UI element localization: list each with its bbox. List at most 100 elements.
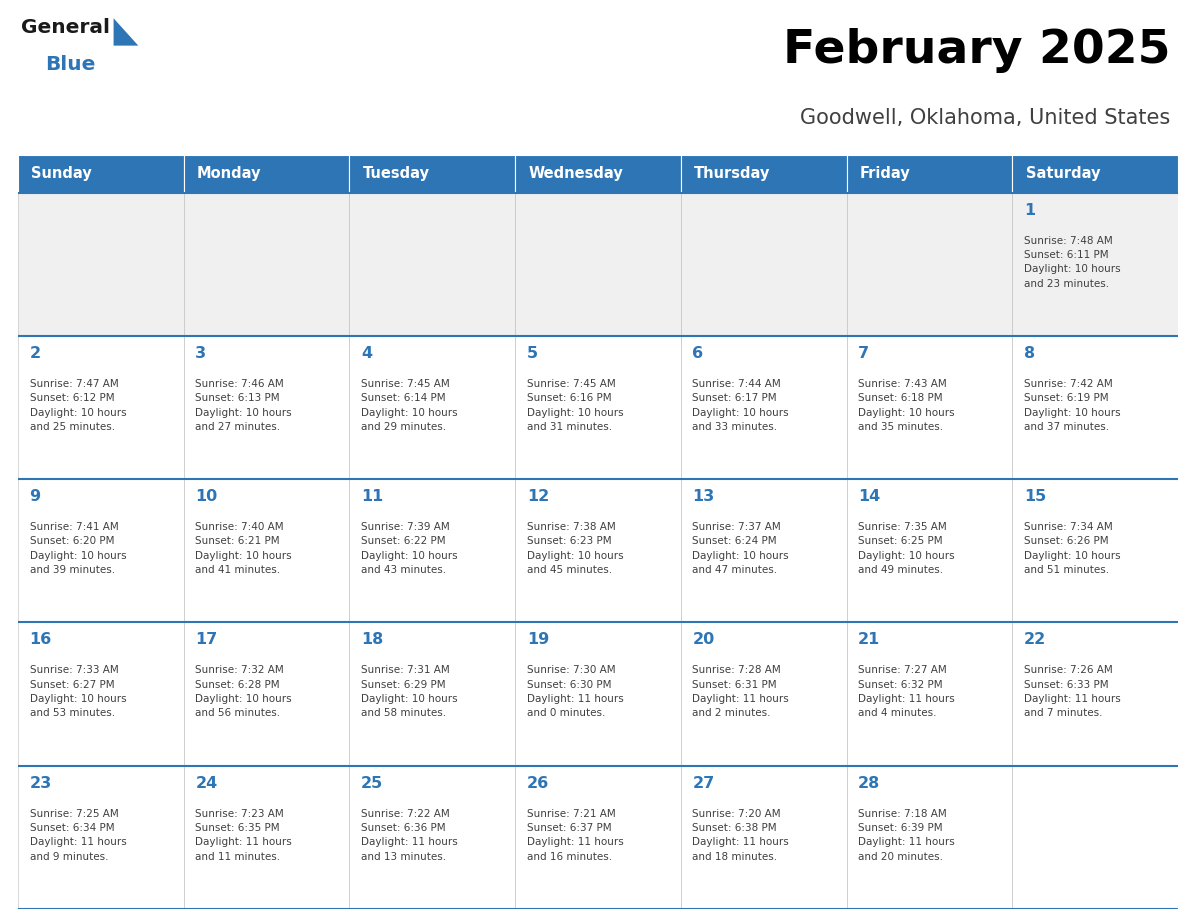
Text: Sunrise: 7:35 AM
Sunset: 6:25 PM
Daylight: 10 hours
and 49 minutes.: Sunrise: 7:35 AM Sunset: 6:25 PM Dayligh… bbox=[858, 522, 955, 576]
Text: 19: 19 bbox=[526, 633, 549, 647]
Bar bbox=[516, 193, 681, 336]
Text: 18: 18 bbox=[361, 633, 384, 647]
Bar bbox=[18, 155, 184, 193]
Bar bbox=[18, 193, 184, 336]
Text: 9: 9 bbox=[30, 489, 40, 504]
Text: Sunrise: 7:22 AM
Sunset: 6:36 PM
Daylight: 11 hours
and 13 minutes.: Sunrise: 7:22 AM Sunset: 6:36 PM Dayligh… bbox=[361, 809, 457, 862]
Bar bbox=[349, 479, 516, 622]
Bar bbox=[349, 155, 516, 193]
Text: Sunrise: 7:25 AM
Sunset: 6:34 PM
Daylight: 11 hours
and 9 minutes.: Sunrise: 7:25 AM Sunset: 6:34 PM Dayligh… bbox=[30, 809, 126, 862]
Bar bbox=[847, 155, 1012, 193]
Bar bbox=[516, 622, 681, 766]
Text: Sunrise: 7:21 AM
Sunset: 6:37 PM
Daylight: 11 hours
and 16 minutes.: Sunrise: 7:21 AM Sunset: 6:37 PM Dayligh… bbox=[526, 809, 624, 862]
Text: Sunrise: 7:18 AM
Sunset: 6:39 PM
Daylight: 11 hours
and 20 minutes.: Sunrise: 7:18 AM Sunset: 6:39 PM Dayligh… bbox=[858, 809, 955, 862]
Bar bbox=[18, 336, 184, 479]
Text: Sunrise: 7:27 AM
Sunset: 6:32 PM
Daylight: 11 hours
and 4 minutes.: Sunrise: 7:27 AM Sunset: 6:32 PM Dayligh… bbox=[858, 666, 955, 719]
Text: Sunrise: 7:42 AM
Sunset: 6:19 PM
Daylight: 10 hours
and 37 minutes.: Sunrise: 7:42 AM Sunset: 6:19 PM Dayligh… bbox=[1024, 379, 1120, 432]
Text: Friday: Friday bbox=[860, 166, 910, 181]
Text: Wednesday: Wednesday bbox=[529, 166, 624, 181]
Text: 3: 3 bbox=[195, 346, 207, 361]
Bar bbox=[1012, 336, 1178, 479]
Text: 25: 25 bbox=[361, 776, 384, 790]
Polygon shape bbox=[114, 18, 138, 46]
Text: Sunrise: 7:23 AM
Sunset: 6:35 PM
Daylight: 11 hours
and 11 minutes.: Sunrise: 7:23 AM Sunset: 6:35 PM Dayligh… bbox=[195, 809, 292, 862]
Text: Sunrise: 7:43 AM
Sunset: 6:18 PM
Daylight: 10 hours
and 35 minutes.: Sunrise: 7:43 AM Sunset: 6:18 PM Dayligh… bbox=[858, 379, 955, 432]
Text: 6: 6 bbox=[693, 346, 703, 361]
Bar bbox=[516, 155, 681, 193]
Text: Saturday: Saturday bbox=[1025, 166, 1100, 181]
Bar bbox=[681, 155, 847, 193]
Text: 26: 26 bbox=[526, 776, 549, 790]
Text: 20: 20 bbox=[693, 633, 715, 647]
Bar bbox=[18, 479, 184, 622]
Text: Sunrise: 7:45 AM
Sunset: 6:16 PM
Daylight: 10 hours
and 31 minutes.: Sunrise: 7:45 AM Sunset: 6:16 PM Dayligh… bbox=[526, 379, 624, 432]
Text: 24: 24 bbox=[195, 776, 217, 790]
Text: Thursday: Thursday bbox=[694, 166, 771, 181]
Bar bbox=[184, 336, 349, 479]
Text: 13: 13 bbox=[693, 489, 715, 504]
Bar bbox=[1012, 622, 1178, 766]
Text: Sunrise: 7:40 AM
Sunset: 6:21 PM
Daylight: 10 hours
and 41 minutes.: Sunrise: 7:40 AM Sunset: 6:21 PM Dayligh… bbox=[195, 522, 292, 576]
Text: 4: 4 bbox=[361, 346, 372, 361]
Bar bbox=[18, 766, 184, 909]
Text: 8: 8 bbox=[1024, 346, 1035, 361]
Text: 10: 10 bbox=[195, 489, 217, 504]
Bar bbox=[349, 766, 516, 909]
Bar bbox=[516, 336, 681, 479]
Bar bbox=[1012, 766, 1178, 909]
Bar bbox=[349, 193, 516, 336]
Text: Sunrise: 7:46 AM
Sunset: 6:13 PM
Daylight: 10 hours
and 27 minutes.: Sunrise: 7:46 AM Sunset: 6:13 PM Dayligh… bbox=[195, 379, 292, 432]
Text: 22: 22 bbox=[1024, 633, 1047, 647]
Bar bbox=[847, 193, 1012, 336]
Text: 28: 28 bbox=[858, 776, 880, 790]
Text: Goodwell, Oklahoma, United States: Goodwell, Oklahoma, United States bbox=[800, 108, 1170, 129]
Bar bbox=[1012, 155, 1178, 193]
Bar bbox=[1012, 193, 1178, 336]
Text: General: General bbox=[21, 18, 110, 38]
Bar bbox=[681, 622, 847, 766]
Text: 1: 1 bbox=[1024, 203, 1035, 218]
Text: Tuesday: Tuesday bbox=[362, 166, 430, 181]
Bar bbox=[681, 479, 847, 622]
Text: Sunrise: 7:44 AM
Sunset: 6:17 PM
Daylight: 10 hours
and 33 minutes.: Sunrise: 7:44 AM Sunset: 6:17 PM Dayligh… bbox=[693, 379, 789, 432]
Bar bbox=[847, 766, 1012, 909]
Text: 2: 2 bbox=[30, 346, 40, 361]
Bar bbox=[184, 155, 349, 193]
Text: Sunrise: 7:38 AM
Sunset: 6:23 PM
Daylight: 10 hours
and 45 minutes.: Sunrise: 7:38 AM Sunset: 6:23 PM Dayligh… bbox=[526, 522, 624, 576]
Bar bbox=[681, 766, 847, 909]
Bar bbox=[18, 622, 184, 766]
Text: 12: 12 bbox=[526, 489, 549, 504]
Text: 16: 16 bbox=[30, 633, 52, 647]
Bar bbox=[184, 622, 349, 766]
Text: 7: 7 bbox=[858, 346, 870, 361]
Bar bbox=[1012, 479, 1178, 622]
Text: 27: 27 bbox=[693, 776, 715, 790]
Bar bbox=[516, 766, 681, 909]
Text: Monday: Monday bbox=[197, 166, 261, 181]
Text: Sunrise: 7:30 AM
Sunset: 6:30 PM
Daylight: 11 hours
and 0 minutes.: Sunrise: 7:30 AM Sunset: 6:30 PM Dayligh… bbox=[526, 666, 624, 719]
Text: 21: 21 bbox=[858, 633, 880, 647]
Bar bbox=[847, 622, 1012, 766]
Text: Blue: Blue bbox=[45, 55, 96, 73]
Text: 17: 17 bbox=[195, 633, 217, 647]
Bar bbox=[516, 479, 681, 622]
Text: Sunrise: 7:47 AM
Sunset: 6:12 PM
Daylight: 10 hours
and 25 minutes.: Sunrise: 7:47 AM Sunset: 6:12 PM Dayligh… bbox=[30, 379, 126, 432]
Text: Sunrise: 7:26 AM
Sunset: 6:33 PM
Daylight: 11 hours
and 7 minutes.: Sunrise: 7:26 AM Sunset: 6:33 PM Dayligh… bbox=[1024, 666, 1120, 719]
Text: Sunrise: 7:37 AM
Sunset: 6:24 PM
Daylight: 10 hours
and 47 minutes.: Sunrise: 7:37 AM Sunset: 6:24 PM Dayligh… bbox=[693, 522, 789, 576]
Bar bbox=[184, 479, 349, 622]
Text: 14: 14 bbox=[858, 489, 880, 504]
Bar bbox=[349, 622, 516, 766]
Text: 5: 5 bbox=[526, 346, 538, 361]
Text: Sunrise: 7:41 AM
Sunset: 6:20 PM
Daylight: 10 hours
and 39 minutes.: Sunrise: 7:41 AM Sunset: 6:20 PM Dayligh… bbox=[30, 522, 126, 576]
Text: Sunrise: 7:39 AM
Sunset: 6:22 PM
Daylight: 10 hours
and 43 minutes.: Sunrise: 7:39 AM Sunset: 6:22 PM Dayligh… bbox=[361, 522, 457, 576]
Text: Sunrise: 7:34 AM
Sunset: 6:26 PM
Daylight: 10 hours
and 51 minutes.: Sunrise: 7:34 AM Sunset: 6:26 PM Dayligh… bbox=[1024, 522, 1120, 576]
Text: Sunrise: 7:48 AM
Sunset: 6:11 PM
Daylight: 10 hours
and 23 minutes.: Sunrise: 7:48 AM Sunset: 6:11 PM Dayligh… bbox=[1024, 236, 1120, 289]
Text: Sunrise: 7:45 AM
Sunset: 6:14 PM
Daylight: 10 hours
and 29 minutes.: Sunrise: 7:45 AM Sunset: 6:14 PM Dayligh… bbox=[361, 379, 457, 432]
Bar bbox=[681, 193, 847, 336]
Text: Sunrise: 7:33 AM
Sunset: 6:27 PM
Daylight: 10 hours
and 53 minutes.: Sunrise: 7:33 AM Sunset: 6:27 PM Dayligh… bbox=[30, 666, 126, 719]
Text: Sunrise: 7:28 AM
Sunset: 6:31 PM
Daylight: 11 hours
and 2 minutes.: Sunrise: 7:28 AM Sunset: 6:31 PM Dayligh… bbox=[693, 666, 789, 719]
Text: Sunrise: 7:31 AM
Sunset: 6:29 PM
Daylight: 10 hours
and 58 minutes.: Sunrise: 7:31 AM Sunset: 6:29 PM Dayligh… bbox=[361, 666, 457, 719]
Bar bbox=[184, 766, 349, 909]
Text: February 2025: February 2025 bbox=[783, 28, 1170, 73]
Text: 23: 23 bbox=[30, 776, 52, 790]
